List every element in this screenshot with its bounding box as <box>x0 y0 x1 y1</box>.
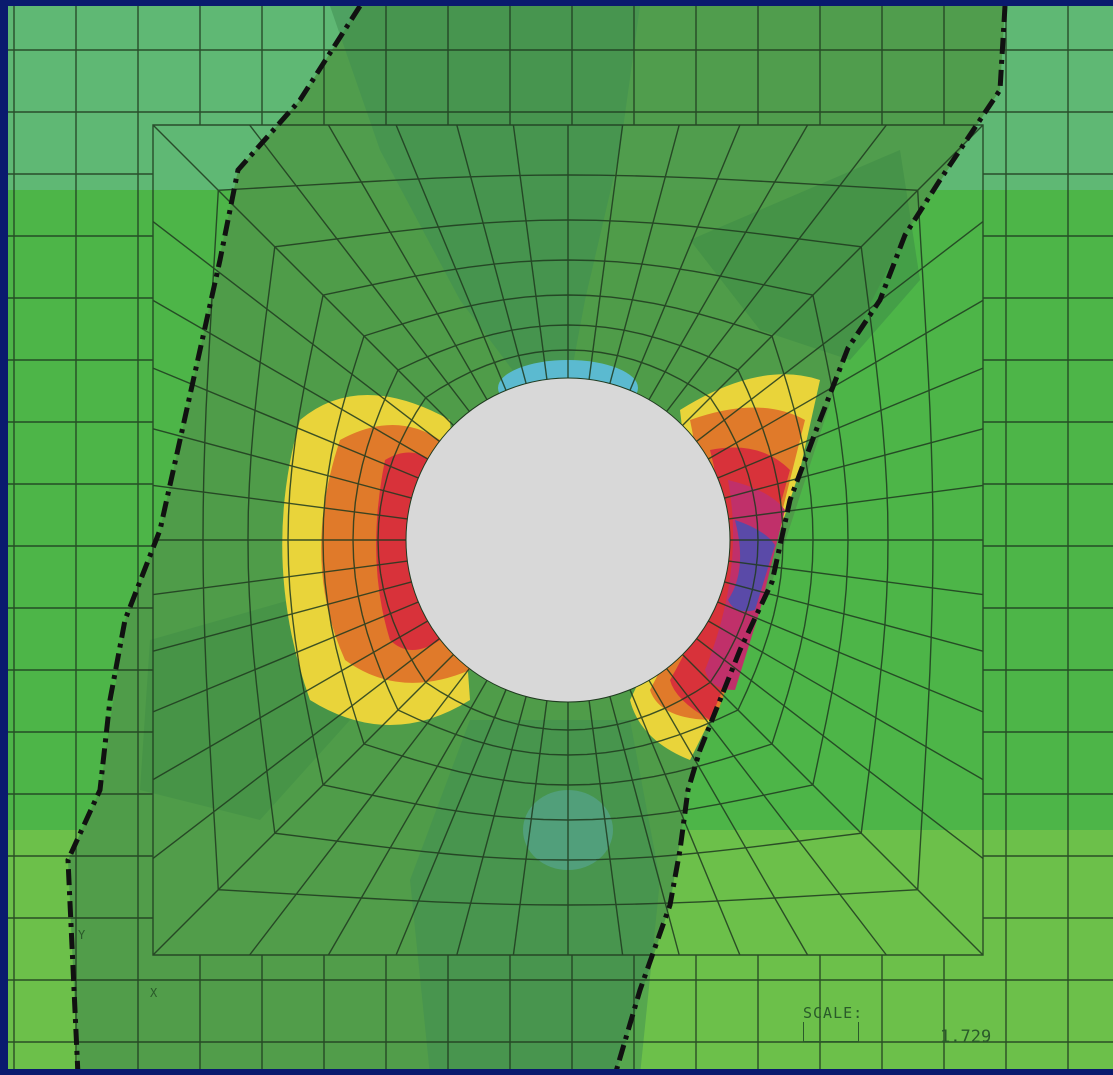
scale-value: 1.729 <box>940 1027 992 1047</box>
mesh-spoke <box>728 484 984 520</box>
lobe-upper-right <box>690 150 920 360</box>
axis-x-label: X <box>150 986 158 1000</box>
plate <box>8 6 1113 1069</box>
shear-band-boundary-left <box>65 6 363 1069</box>
mesh-spoke <box>666 668 887 956</box>
mesh-spoke <box>717 367 984 479</box>
mesh-spoke <box>152 601 419 713</box>
mesh-spoke <box>588 700 624 956</box>
scale-bar <box>803 1022 859 1042</box>
mesh-spoke <box>648 124 809 401</box>
mesh-spoke <box>152 428 412 499</box>
mesh-spoke <box>395 124 507 391</box>
mesh-spoke <box>696 638 984 859</box>
axis-y-label: Y <box>78 928 86 942</box>
mesh-spoke <box>152 581 412 652</box>
mesh-spoke <box>707 620 984 781</box>
lobe-upper <box>330 6 640 380</box>
mesh-spoke <box>327 679 488 956</box>
mesh-spoke <box>717 601 984 713</box>
contour-purple-right <box>728 520 775 612</box>
mesh-spoke <box>609 696 680 956</box>
mesh-spoke <box>152 124 454 426</box>
mesh-spoke <box>512 124 548 380</box>
mesh-spoke <box>682 654 984 956</box>
mesh-spoke <box>249 668 470 956</box>
mesh-spoke <box>152 560 408 596</box>
mesh-spoke <box>249 124 470 412</box>
mesh-spoke <box>152 367 419 479</box>
mesh-spoke <box>629 124 741 391</box>
scale-label: SCALE: <box>803 1004 864 1022</box>
mesh-spoke <box>395 689 507 956</box>
mesh-spoke <box>327 124 488 401</box>
mesh-spoke <box>696 221 984 442</box>
mesh-spoke <box>666 124 887 412</box>
mesh-spoke <box>152 484 408 520</box>
mesh-spoke <box>152 221 440 442</box>
mesh-spoke <box>152 620 429 781</box>
mesh-spoke <box>456 696 527 956</box>
mesh-spoke <box>682 124 984 426</box>
shear-band-boundary-right <box>614 6 1008 1069</box>
mesh-spoke <box>609 124 680 384</box>
mesh-spoke <box>724 428 984 499</box>
mesh-spoke <box>588 124 624 380</box>
mesh-grid <box>8 6 1113 1069</box>
mesh-spoke <box>152 654 454 956</box>
mesh-spoke <box>512 700 548 956</box>
mesh-spoke <box>456 124 527 384</box>
mesh-spoke <box>707 299 984 460</box>
mesh-spoke <box>728 560 984 596</box>
mesh-spoke <box>648 679 809 956</box>
mesh-spoke <box>152 299 429 460</box>
mesh-spoke <box>152 638 440 859</box>
hole <box>405 377 731 703</box>
